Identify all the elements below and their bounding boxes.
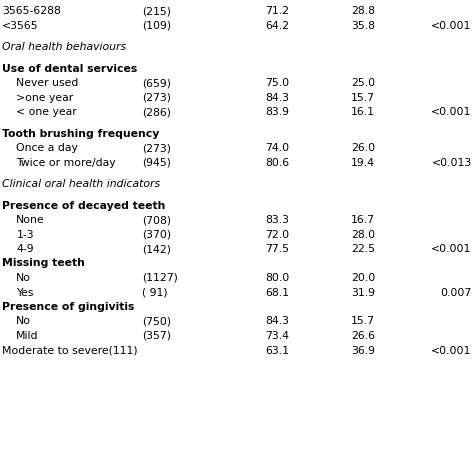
Text: 84.3: 84.3 [265,92,290,102]
Text: 68.1: 68.1 [265,288,290,298]
Text: (286): (286) [142,107,171,117]
Text: 1-3: 1-3 [17,229,34,239]
Text: 80.6: 80.6 [265,157,290,167]
Text: Mild: Mild [17,331,39,341]
Text: 77.5: 77.5 [265,244,290,254]
Text: (659): (659) [142,78,171,88]
Text: 4-9: 4-9 [17,244,34,254]
Text: 15.7: 15.7 [351,317,375,327]
Text: (370): (370) [142,229,171,239]
Text: 64.2: 64.2 [265,20,290,30]
Text: (109): (109) [142,20,171,30]
Text: (945): (945) [142,157,171,167]
Text: 16.7: 16.7 [351,215,375,225]
Text: (142): (142) [142,244,171,254]
Text: (1127): (1127) [142,273,178,283]
Text: <0.013: <0.013 [431,157,472,167]
Text: (357): (357) [142,331,171,341]
Text: 35.8: 35.8 [351,20,375,30]
Text: Presence of decayed teeth: Presence of decayed teeth [2,201,166,210]
Text: Moderate to severe(111): Moderate to severe(111) [2,346,138,356]
Text: 19.4: 19.4 [351,157,375,167]
Text: >one year: >one year [17,92,73,102]
Text: (708): (708) [142,215,171,225]
Text: Never used: Never used [17,78,79,88]
Text: 83.3: 83.3 [265,215,290,225]
Text: 80.0: 80.0 [265,273,290,283]
Text: 72.0: 72.0 [265,229,290,239]
Text: 73.4: 73.4 [265,331,290,341]
Text: < one year: < one year [17,107,77,117]
Text: Twice or more/day: Twice or more/day [17,157,116,167]
Text: No: No [17,317,31,327]
Text: 31.9: 31.9 [351,288,375,298]
Text: 63.1: 63.1 [265,346,290,356]
Text: (215): (215) [142,6,171,16]
Text: (750): (750) [142,317,171,327]
Text: <3565: <3565 [2,20,39,30]
Text: 26.0: 26.0 [351,143,375,153]
Text: Once a day: Once a day [17,143,78,153]
Text: 3565-6288: 3565-6288 [2,6,61,16]
Text: 28.8: 28.8 [351,6,375,16]
Text: Clinical oral health indicators: Clinical oral health indicators [2,179,161,189]
Text: 15.7: 15.7 [351,92,375,102]
Text: Yes: Yes [17,288,34,298]
Text: 71.2: 71.2 [265,6,290,16]
Text: None: None [17,215,45,225]
Text: ( 91): ( 91) [142,288,168,298]
Text: 83.9: 83.9 [265,107,290,117]
Text: 26.6: 26.6 [351,331,375,341]
Text: <0.001: <0.001 [431,107,472,117]
Text: 75.0: 75.0 [265,78,290,88]
Text: <0.001: <0.001 [431,346,472,356]
Text: Presence of gingivitis: Presence of gingivitis [2,302,135,312]
Text: Use of dental services: Use of dental services [2,64,137,73]
Text: Missing teeth: Missing teeth [2,258,85,268]
Text: 25.0: 25.0 [351,78,375,88]
Text: 74.0: 74.0 [265,143,290,153]
Text: 16.1: 16.1 [351,107,375,117]
Text: <0.001: <0.001 [431,244,472,254]
Text: Oral health behaviours: Oral health behaviours [2,42,127,52]
Text: (273): (273) [142,143,171,153]
Text: 20.0: 20.0 [351,273,375,283]
Text: 84.3: 84.3 [265,317,290,327]
Text: (273): (273) [142,92,171,102]
Text: No: No [17,273,31,283]
Text: 28.0: 28.0 [351,229,375,239]
Text: <0.001: <0.001 [431,20,472,30]
Text: 0.007: 0.007 [440,288,472,298]
Text: 36.9: 36.9 [351,346,375,356]
Text: Tooth brushing frequency: Tooth brushing frequency [2,128,160,138]
Text: 22.5: 22.5 [351,244,375,254]
